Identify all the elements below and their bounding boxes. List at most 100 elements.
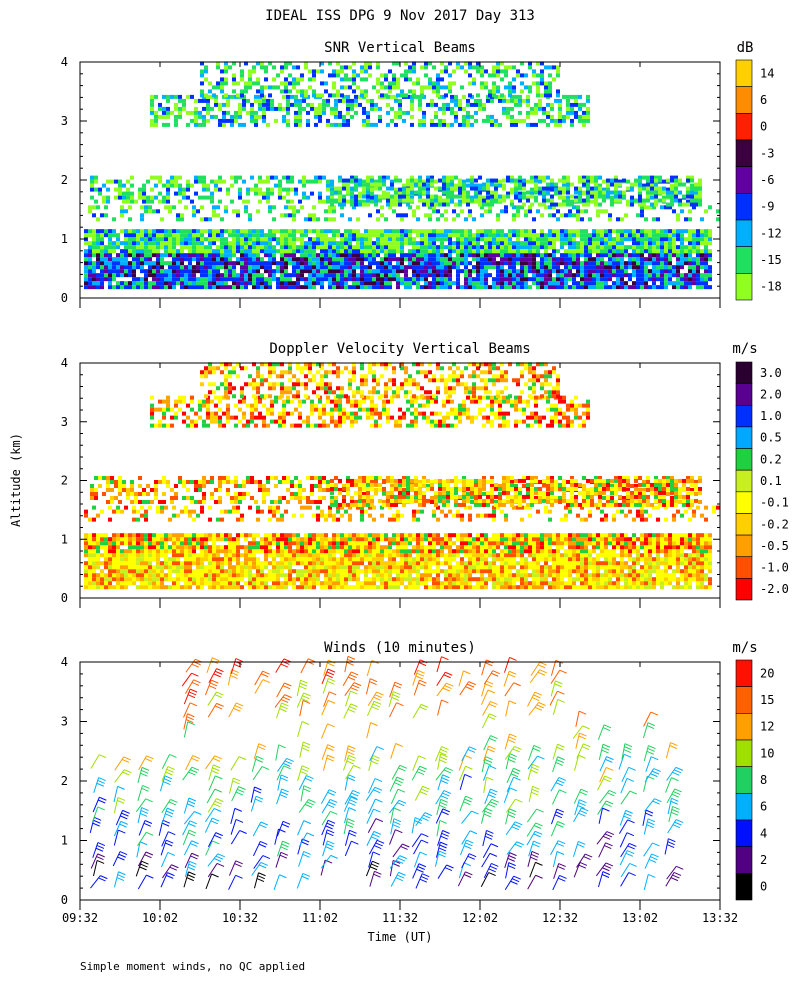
field-cell: [234, 114, 238, 119]
field-cell: [586, 98, 590, 103]
field-cell: [708, 205, 712, 210]
field-cell: [240, 585, 244, 590]
field-cell: [286, 118, 290, 123]
field-cell: [212, 545, 216, 550]
field-cell: [458, 202, 462, 207]
field-cell: [144, 577, 148, 582]
field-cell: [684, 261, 688, 266]
field-cell: [666, 178, 670, 183]
field-cell: [320, 581, 324, 586]
field-cell: [356, 261, 360, 266]
field-cell: [204, 533, 208, 538]
field-cell: [470, 186, 474, 191]
field-cell: [480, 265, 484, 270]
field-cell: [336, 273, 340, 278]
field-cell: [514, 118, 518, 123]
field-cell: [180, 561, 184, 566]
field-cell: [204, 557, 208, 562]
field-cell: [250, 106, 254, 111]
field-cell: [196, 533, 200, 538]
field-cell: [216, 277, 220, 282]
field-cell: [596, 253, 600, 258]
field-cell: [196, 281, 200, 286]
field-cell: [90, 195, 94, 200]
field-cell: [252, 573, 256, 578]
field-cell: [140, 573, 144, 578]
field-cell: [192, 553, 196, 558]
field-cell: [400, 249, 404, 254]
field-cell: [184, 205, 188, 210]
field-cell: [436, 237, 440, 242]
field-cell: [578, 94, 582, 99]
field-cell: [680, 285, 684, 290]
field-cell: [578, 178, 582, 183]
field-cell: [172, 261, 176, 266]
field-cell: [156, 585, 160, 590]
field-cell: [168, 273, 172, 278]
doppler-field: [84, 362, 720, 590]
field-cell: [692, 229, 696, 234]
field-cell: [188, 265, 192, 270]
field-cell: [412, 61, 416, 66]
field-cell: [340, 281, 344, 286]
snr-colorbar-unit: dB: [737, 40, 754, 56]
field-cell: [332, 229, 336, 234]
field-cell: [306, 102, 310, 107]
field-cell: [172, 229, 176, 234]
field-cell: [276, 577, 280, 582]
field-cell: [274, 183, 278, 188]
field-cell: [514, 102, 518, 107]
field-cell: [252, 581, 256, 586]
field-cell: [384, 73, 388, 78]
field-cell: [374, 122, 378, 127]
field-cell: [456, 233, 460, 238]
field-cell: [372, 261, 376, 266]
field-cell: [444, 209, 448, 214]
field-cell: [500, 273, 504, 278]
field-cell: [660, 277, 664, 282]
field-cell: [190, 110, 194, 115]
field-cell: [656, 285, 660, 290]
field-cell: [88, 253, 92, 258]
field-cell: [630, 195, 634, 200]
field-cell: [254, 122, 258, 127]
field-cell: [204, 93, 208, 98]
field-cell: [422, 198, 426, 203]
field-cell: [652, 253, 656, 258]
field-cell: [640, 253, 644, 258]
field-cell: [244, 269, 248, 274]
field-cell: [152, 569, 156, 574]
field-cell: [88, 585, 92, 590]
field-cell: [564, 237, 568, 242]
field-cell: [480, 269, 484, 274]
field-cell: [218, 187, 222, 192]
field-cell: [244, 533, 248, 538]
field-cell: [254, 191, 258, 196]
field-cell: [528, 205, 532, 210]
field-cell: [540, 229, 544, 234]
field-cell: [596, 261, 600, 266]
field-cell: [650, 195, 654, 200]
field-cell: [264, 277, 268, 282]
field-cell: [572, 265, 576, 270]
field-cell: [140, 265, 144, 270]
field-cell: [100, 545, 104, 550]
field-cell: [112, 585, 116, 590]
field-cell: [624, 269, 628, 274]
field-cell: [344, 73, 348, 78]
field-cell: [566, 198, 570, 203]
field-cell: [364, 61, 368, 66]
field-cell: [322, 175, 326, 180]
field-cell: [448, 81, 452, 86]
field-cell: [642, 186, 646, 191]
field-cell: [588, 261, 592, 266]
field-cell: [228, 273, 232, 278]
field-cell: [332, 217, 336, 222]
field-cell: [608, 273, 612, 278]
field-cell: [312, 281, 316, 286]
field-cell: [422, 202, 426, 207]
field-cell: [352, 237, 356, 242]
field-cell: [170, 94, 174, 99]
field-cell: [196, 285, 200, 290]
field-cell: [630, 202, 634, 207]
